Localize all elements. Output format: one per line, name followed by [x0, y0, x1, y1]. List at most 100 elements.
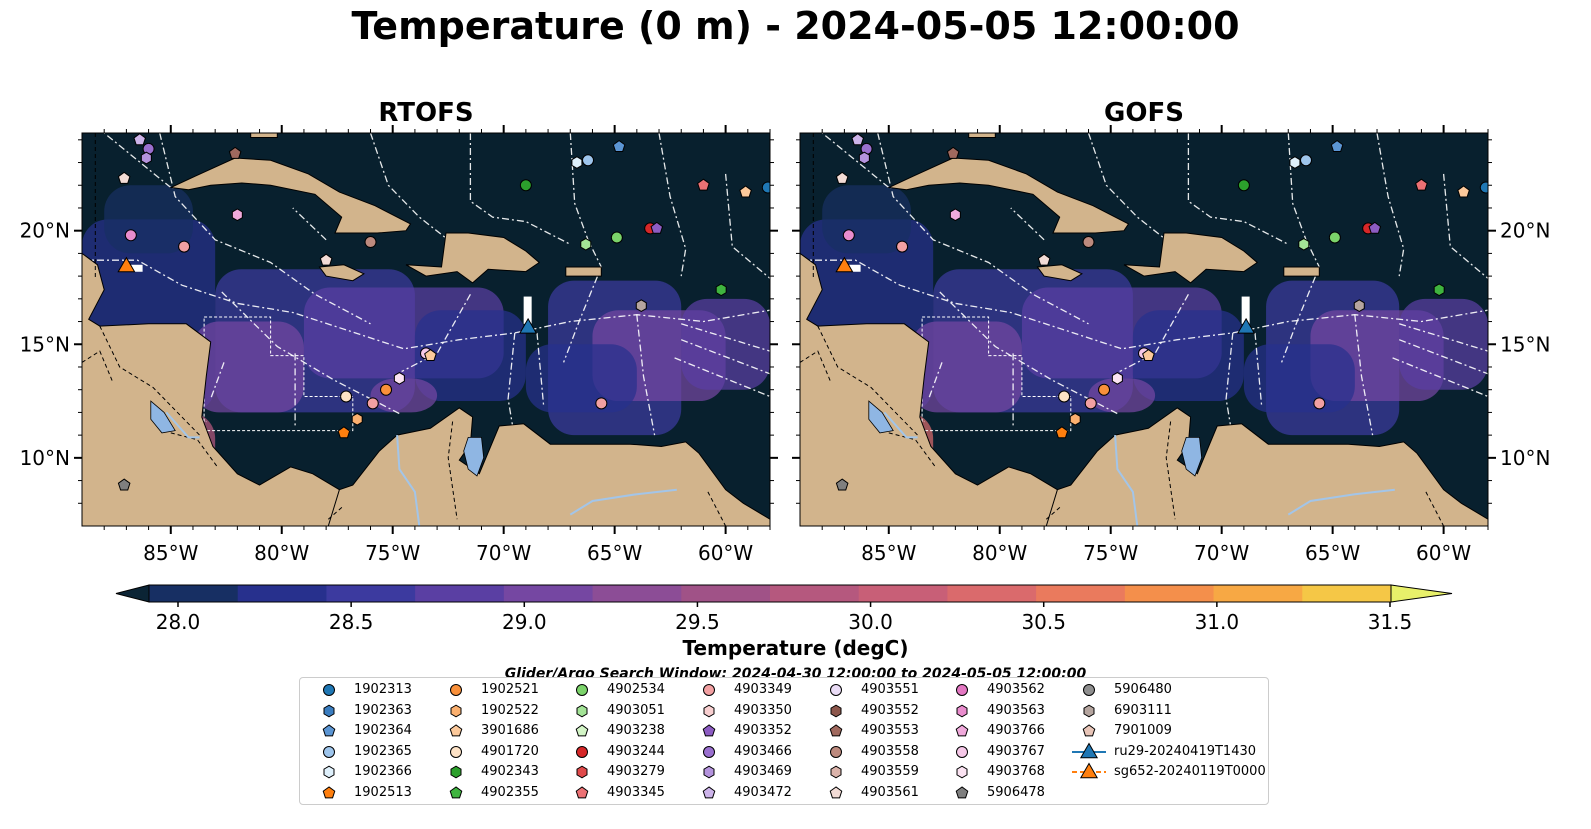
- legend-float-icon[interactable]: [576, 765, 588, 779]
- argo-float-marker[interactable]: [896, 240, 909, 253]
- glider-marker[interactable]: [835, 256, 854, 273]
- legend-float-icon[interactable]: [450, 704, 462, 717]
- argo-float-marker[interactable]: [1457, 185, 1470, 198]
- argo-float-marker[interactable]: [337, 426, 351, 439]
- legend-float-icon[interactable]: [323, 765, 335, 779]
- legend-float-icon[interactable]: [829, 785, 843, 798]
- argo-float-marker[interactable]: [1415, 178, 1428, 191]
- argo-float-marker[interactable]: [571, 156, 583, 169]
- argo-float-marker[interactable]: [228, 146, 242, 159]
- legend-float-icon[interactable]: [830, 745, 842, 758]
- legend-float-icon[interactable]: [576, 684, 588, 696]
- argo-float-marker[interactable]: [366, 397, 379, 410]
- argo-float-marker[interactable]: [1298, 237, 1310, 251]
- legend-float-icon[interactable]: [956, 745, 968, 758]
- argo-float-marker[interactable]: [1479, 181, 1491, 194]
- argo-float-marker[interactable]: [1058, 390, 1071, 403]
- argo-float-marker[interactable]: [842, 229, 855, 242]
- legend-float-icon[interactable]: [576, 704, 588, 717]
- legend-float-icon[interactable]: [323, 704, 335, 717]
- argo-float-marker[interactable]: [1111, 371, 1123, 385]
- argo-float-marker[interactable]: [1142, 348, 1155, 362]
- argo-float-marker[interactable]: [1069, 412, 1081, 426]
- argo-float-marker[interactable]: [1313, 397, 1326, 410]
- argo-float-marker[interactable]: [319, 253, 333, 266]
- glider-marker[interactable]: [519, 317, 538, 334]
- argo-float-marker[interactable]: [117, 171, 131, 184]
- argo-float-marker[interactable]: [582, 154, 595, 167]
- argo-float-marker[interactable]: [340, 390, 353, 403]
- legend-float-icon[interactable]: [956, 684, 968, 696]
- argo-float-marker[interactable]: [835, 478, 849, 491]
- legend-float-icon[interactable]: [449, 785, 463, 798]
- legend-float-icon[interactable]: [449, 724, 463, 737]
- argo-float-marker[interactable]: [851, 133, 865, 146]
- argo-float-marker[interactable]: [231, 208, 243, 222]
- legend-float-icon[interactable]: [1082, 724, 1096, 737]
- argo-float-marker[interactable]: [519, 179, 532, 192]
- legend-float-icon[interactable]: [575, 785, 589, 798]
- legend-float-icon[interactable]: [703, 684, 715, 696]
- argo-float-marker[interactable]: [715, 283, 727, 297]
- legend-float-icon[interactable]: [1083, 704, 1095, 717]
- argo-float-marker[interactable]: [1237, 179, 1250, 192]
- legend-float-icon[interactable]: [830, 765, 842, 779]
- legend-float-icon[interactable]: [955, 785, 969, 798]
- argo-float-marker[interactable]: [424, 348, 437, 362]
- legend-float-icon[interactable]: [703, 765, 715, 779]
- argo-float-marker[interactable]: [380, 383, 393, 396]
- argo-float-marker[interactable]: [1055, 426, 1069, 439]
- legend-float-icon[interactable]: [956, 765, 968, 779]
- map-panel-rtofs[interactable]: 85°W 80°W 75°W 70°W 65°W 60°W 20°N 15°N 10°N: [20, 125, 778, 565]
- glider-marker[interactable]: [1237, 317, 1256, 334]
- argo-float-marker[interactable]: [1328, 231, 1341, 244]
- argo-float-marker[interactable]: [1353, 299, 1365, 313]
- argo-float-marker[interactable]: [610, 231, 623, 244]
- argo-float-marker[interactable]: [697, 178, 710, 191]
- argo-float-marker[interactable]: [835, 171, 849, 184]
- legend-float-icon[interactable]: [830, 704, 842, 717]
- legend-float-icon[interactable]: [829, 724, 843, 737]
- argo-float-marker[interactable]: [1037, 253, 1051, 266]
- glider-marker[interactable]: [117, 256, 136, 273]
- argo-float-marker[interactable]: [1330, 139, 1344, 153]
- argo-float-marker[interactable]: [580, 237, 592, 251]
- argo-float-marker[interactable]: [351, 412, 363, 426]
- argo-float-marker[interactable]: [635, 299, 647, 313]
- legend-float-icon[interactable]: [323, 745, 335, 758]
- legend-float-icon[interactable]: [450, 684, 462, 696]
- legend-float-icon[interactable]: [450, 765, 462, 779]
- legend-float-icon[interactable]: [450, 745, 462, 758]
- argo-float-marker[interactable]: [739, 185, 752, 198]
- argo-float-marker[interactable]: [1433, 283, 1445, 297]
- legend-float-icon[interactable]: [830, 684, 842, 696]
- argo-float-marker[interactable]: [133, 133, 147, 146]
- argo-float-marker[interactable]: [1082, 236, 1095, 249]
- legend-glider-icon[interactable]: [1079, 762, 1099, 779]
- argo-float-marker[interactable]: [612, 139, 626, 153]
- argo-float-marker[interactable]: [595, 397, 608, 410]
- argo-float-marker[interactable]: [1289, 156, 1301, 169]
- legend-float-icon[interactable]: [1083, 684, 1095, 696]
- legend-float-icon[interactable]: [702, 785, 716, 798]
- legend-float-icon[interactable]: [955, 724, 969, 737]
- argo-float-marker[interactable]: [178, 240, 191, 253]
- argo-float-marker[interactable]: [1300, 154, 1313, 167]
- legend-float-icon[interactable]: [703, 745, 715, 758]
- map-panel-gofs[interactable]: 85°W 80°W 75°W 70°W 65°W 60°W 20°N 15°N 10°N: [792, 125, 1550, 565]
- argo-float-marker[interactable]: [1084, 397, 1097, 410]
- argo-float-marker[interactable]: [393, 371, 405, 385]
- legend-float-icon[interactable]: [956, 704, 968, 717]
- legend-float-icon[interactable]: [576, 745, 588, 758]
- argo-float-marker[interactable]: [650, 221, 664, 234]
- legend-glider-icon[interactable]: [1079, 742, 1099, 758]
- legend-float-icon[interactable]: [575, 724, 589, 737]
- argo-float-marker[interactable]: [1368, 221, 1382, 234]
- argo-float-marker[interactable]: [140, 151, 152, 165]
- argo-float-marker[interactable]: [858, 151, 870, 165]
- legend-float-icon[interactable]: [322, 785, 336, 798]
- argo-float-marker[interactable]: [364, 236, 377, 249]
- legend-float-icon[interactable]: [703, 704, 715, 717]
- legend-float-icon[interactable]: [702, 724, 716, 737]
- argo-float-marker[interactable]: [117, 478, 131, 491]
